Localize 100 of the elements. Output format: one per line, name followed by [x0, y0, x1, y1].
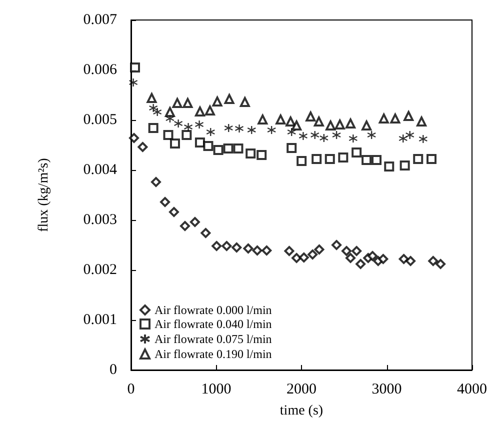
point	[212, 96, 222, 106]
point	[362, 120, 372, 130]
point	[372, 155, 382, 165]
y-axis-title: flux (kg/m²s)	[36, 158, 52, 232]
y-tick-label: 0.007	[83, 12, 118, 28]
point	[224, 123, 234, 133]
point	[160, 197, 170, 207]
point	[352, 246, 362, 256]
point	[262, 246, 272, 256]
point	[404, 111, 414, 121]
point	[406, 256, 416, 266]
point	[194, 138, 205, 148]
point	[240, 97, 250, 107]
point	[163, 130, 174, 140]
point	[378, 114, 389, 124]
point	[286, 143, 297, 153]
x-tick-label: 4000	[457, 382, 487, 398]
point	[138, 142, 148, 152]
x-tick-label: 2000	[286, 382, 316, 398]
point	[224, 94, 234, 104]
point	[172, 98, 182, 108]
point	[334, 120, 345, 130]
point	[362, 155, 372, 165]
point	[306, 112, 316, 122]
point	[247, 125, 256, 135]
point	[128, 78, 138, 88]
point	[287, 127, 296, 137]
legend-label: Air flowrate 0.000 l/min	[154, 303, 272, 317]
point	[390, 114, 400, 124]
point	[314, 116, 324, 126]
point	[258, 114, 268, 124]
y-tick-label: 0.002	[83, 262, 117, 278]
point	[428, 256, 438, 266]
point	[346, 118, 356, 128]
point	[182, 98, 193, 108]
point	[398, 254, 409, 264]
point	[338, 152, 348, 162]
point	[413, 154, 424, 164]
point	[378, 254, 388, 264]
point	[204, 106, 215, 116]
point	[243, 244, 254, 254]
point	[212, 241, 222, 251]
point	[180, 221, 190, 231]
point	[203, 141, 214, 151]
legend-label: Air flowrate 0.190 l/min	[154, 347, 272, 361]
point	[194, 106, 205, 116]
point	[200, 228, 211, 238]
point	[348, 134, 358, 144]
point	[332, 240, 342, 250]
x-tick-label: 0	[127, 382, 135, 398]
point	[326, 120, 336, 130]
point	[284, 246, 294, 256]
legend-label: Air flowrate 0.040 l/min	[154, 317, 272, 331]
y-tick-label: 0.003	[83, 212, 117, 228]
point	[296, 156, 307, 166]
point	[150, 177, 161, 187]
point	[405, 130, 414, 140]
point	[366, 130, 376, 140]
point	[324, 154, 335, 164]
point	[332, 130, 342, 140]
point	[310, 130, 320, 140]
point	[314, 244, 324, 254]
point	[298, 252, 309, 262]
point	[256, 150, 267, 160]
point	[152, 107, 162, 117]
point	[168, 207, 179, 217]
point	[146, 93, 157, 103]
x-axis-title: time (s)	[280, 404, 324, 418]
point	[246, 148, 256, 158]
point	[128, 133, 139, 143]
point	[426, 154, 437, 164]
point	[184, 122, 193, 132]
point	[222, 241, 232, 251]
y-tick-label: 0.004	[83, 162, 118, 178]
point	[416, 116, 427, 126]
point	[170, 138, 180, 148]
point	[342, 246, 352, 256]
point	[398, 134, 408, 144]
point	[292, 120, 302, 130]
point	[436, 259, 446, 269]
point	[400, 160, 410, 170]
point	[190, 217, 200, 227]
point	[148, 123, 158, 133]
point	[368, 251, 378, 261]
point	[232, 242, 242, 252]
point	[319, 133, 329, 143]
point	[223, 144, 234, 154]
point	[206, 127, 216, 137]
point	[234, 124, 244, 134]
point	[418, 134, 428, 144]
y-tick-label: 0.005	[83, 112, 117, 128]
point	[286, 116, 296, 126]
point	[182, 130, 192, 140]
point	[266, 125, 276, 135]
point	[252, 246, 262, 256]
point	[356, 259, 366, 269]
legend-label: Air flowrate 0.075 l/min	[154, 332, 272, 346]
point	[298, 131, 308, 141]
point	[233, 144, 244, 154]
point	[346, 253, 356, 263]
